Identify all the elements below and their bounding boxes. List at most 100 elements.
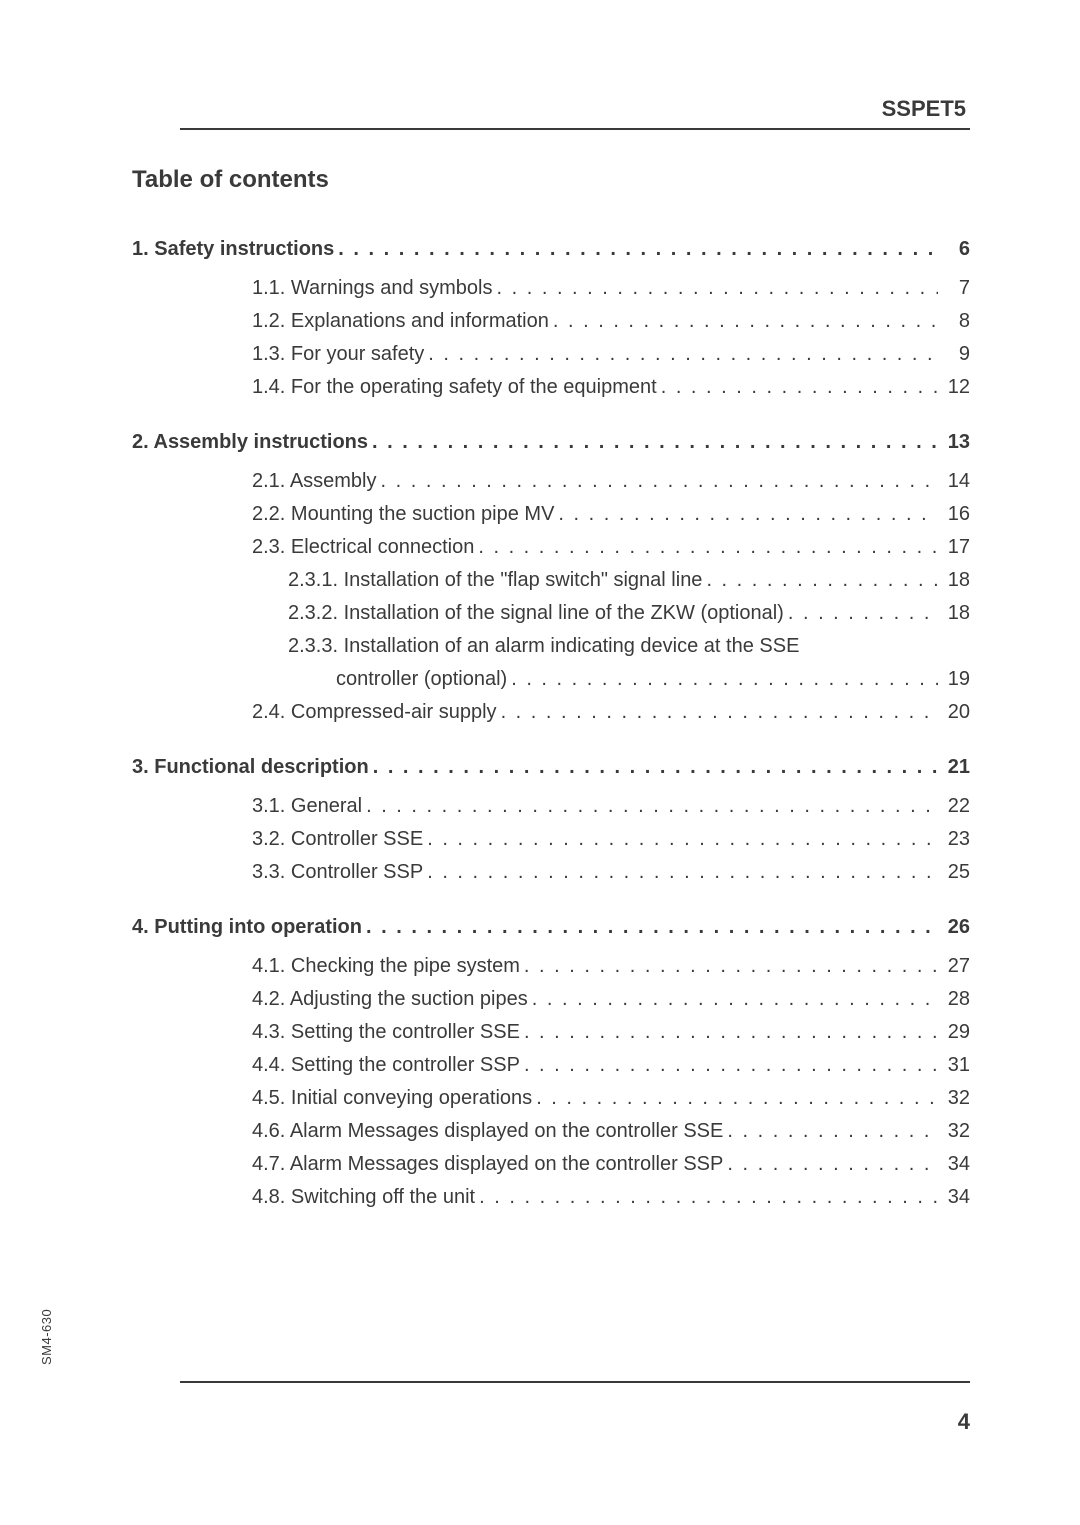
toc-row: 4.8. Switching off the unit 34 (252, 1182, 970, 1213)
toc-leader (558, 499, 938, 530)
toc-row: 2.1. Assembly 14 (252, 466, 970, 497)
toc-leader (372, 427, 938, 458)
toc-page: 22 (942, 791, 970, 822)
toc-label: 3.1. General (252, 791, 362, 822)
toc-leader (524, 1050, 938, 1081)
toc-label: 4.5. Initial conveying operations (252, 1083, 532, 1114)
toc-label: 1.2. Explanations and information (252, 306, 549, 337)
toc-label: 4.2. Adjusting the suction pipes (252, 984, 528, 1015)
toc-page: 32 (942, 1116, 970, 1147)
toc-row: 4.1. Checking the pipe system 27 (252, 951, 970, 982)
toc-label: 4.6. Alarm Messages displayed on the con… (252, 1116, 723, 1147)
toc-row: 2.2. Mounting the suction pipe MV 16 (252, 499, 970, 530)
toc-leader (788, 598, 938, 629)
toc-row: 1.3. For your safety 9 (252, 339, 970, 370)
toc-row: 2.3. Electrical connection 17 (252, 532, 970, 563)
toc-row: 2.3.2. Installation of the signal line o… (288, 598, 970, 629)
toc-row: controller (optional) 19 (336, 664, 970, 695)
toc-page: 32 (942, 1083, 970, 1114)
toc-page: 20 (942, 697, 970, 728)
toc-row: 4.6. Alarm Messages displayed on the con… (252, 1116, 970, 1147)
toc-leader (381, 466, 938, 497)
toc-page: 19 (942, 664, 970, 695)
toc-leader (366, 791, 938, 822)
toc-leader (428, 339, 938, 370)
toc-label: 2.3. Electrical connection (252, 532, 474, 563)
toc-row: 2.3.3. Installation of an alarm indicati… (288, 631, 970, 662)
toc-page: 7 (942, 273, 970, 304)
toc-leader (373, 752, 938, 783)
toc-leader (727, 1116, 938, 1147)
toc-page: 26 (942, 912, 970, 943)
side-code: SM4-630 (39, 1309, 54, 1365)
toc-leader (511, 664, 938, 695)
toc-row: 4.5. Initial conveying operations 32 (252, 1083, 970, 1114)
toc-leader (536, 1083, 938, 1114)
toc-page: 34 (942, 1149, 970, 1180)
toc-label: 3. Functional description (132, 752, 369, 783)
toc-label: 4.8. Switching off the unit (252, 1182, 475, 1213)
toc-label: controller (optional) (336, 664, 507, 695)
toc-row: 4. Putting into operation 26 (132, 912, 970, 943)
toc-leader (366, 912, 938, 943)
toc-row: 3.2. Controller SSE 23 (252, 824, 970, 855)
toc-label: 2.1. Assembly (252, 466, 377, 497)
toc-leader (524, 1017, 938, 1048)
toc-row: 3. Functional description 21 (132, 752, 970, 783)
toc-page: 17 (942, 532, 970, 563)
toc-row: 1.2. Explanations and information 8 (252, 306, 970, 337)
toc-label: 1.4. For the operating safety of the equ… (252, 372, 657, 403)
toc-page: 13 (942, 427, 970, 458)
toc-label: 2.3.1. Installation of the "flap switch"… (288, 565, 702, 596)
toc-label: 4.7. Alarm Messages displayed on the con… (252, 1149, 723, 1180)
toc-label: 4.1. Checking the pipe system (252, 951, 520, 982)
table-of-contents: 1. Safety instructions61.1. Warnings and… (180, 234, 970, 1213)
toc-page: 18 (942, 598, 970, 629)
toc-page: 18 (942, 565, 970, 596)
toc-page: 21 (942, 752, 970, 783)
footer-page-number: 4 (180, 1381, 970, 1435)
toc-label: 4. Putting into operation (132, 912, 362, 943)
toc-row: 4.3. Setting the controller SSE29 (252, 1017, 970, 1048)
toc-label: 2. Assembly instructions (132, 427, 368, 458)
toc-row: 1. Safety instructions6 (132, 234, 970, 265)
toc-leader (524, 951, 938, 982)
toc-label: 2.3.2. Installation of the signal line o… (288, 598, 784, 629)
toc-row: 3.3. Controller SSP 25 (252, 857, 970, 888)
toc-leader (427, 857, 938, 888)
toc-row: 4.2. Adjusting the suction pipes 28 (252, 984, 970, 1015)
toc-page: 8 (942, 306, 970, 337)
toc-page: 9 (942, 339, 970, 370)
toc-label: 1.1. Warnings and symbols (252, 273, 492, 304)
toc-label: 1. Safety instructions (132, 234, 334, 265)
toc-leader (478, 532, 938, 563)
toc-leader (338, 234, 938, 265)
toc-leader (727, 1149, 938, 1180)
toc-label: 2.2. Mounting the suction pipe MV (252, 499, 554, 530)
toc-row: 4.4. Setting the controller SSP31 (252, 1050, 970, 1081)
toc-page: 16 (942, 499, 970, 530)
toc-page: 14 (942, 466, 970, 497)
toc-label: 3.3. Controller SSP (252, 857, 423, 888)
toc-page: 25 (942, 857, 970, 888)
toc-page: 34 (942, 1182, 970, 1213)
toc-row: 4.7. Alarm Messages displayed on the con… (252, 1149, 970, 1180)
toc-row: 2. Assembly instructions 13 (132, 427, 970, 458)
toc-label: 2.3.3. Installation of an alarm indicati… (288, 631, 799, 662)
toc-leader (532, 984, 938, 1015)
header-label: SSPET5 (180, 96, 970, 130)
toc-row: 1.4. For the operating safety of the equ… (252, 372, 970, 403)
toc-leader (553, 306, 938, 337)
toc-leader (479, 1182, 938, 1213)
toc-label: 4.4. Setting the controller SSP (252, 1050, 520, 1081)
toc-label: 3.2. Controller SSE (252, 824, 423, 855)
toc-page: 29 (942, 1017, 970, 1048)
toc-page: 23 (942, 824, 970, 855)
toc-label: 1.3. For your safety (252, 339, 424, 370)
toc-leader (496, 273, 938, 304)
toc-row: 3.1. General 22 (252, 791, 970, 822)
toc-row: 1.1. Warnings and symbols 7 (252, 273, 970, 304)
toc-row: 2.4. Compressed-air supply20 (252, 697, 970, 728)
toc-page: 27 (942, 951, 970, 982)
toc-page: 28 (942, 984, 970, 1015)
